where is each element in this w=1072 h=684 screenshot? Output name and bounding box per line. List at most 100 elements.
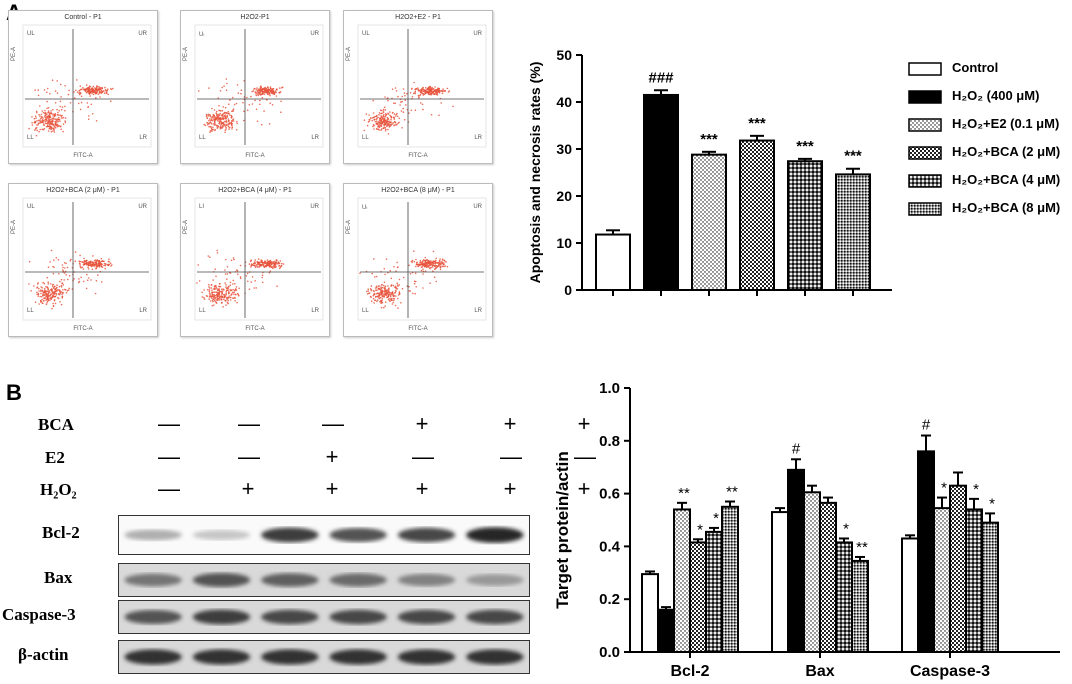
flow-event — [36, 287, 38, 289]
flow-event — [85, 261, 88, 263]
flow-event — [100, 260, 102, 263]
flow-event — [377, 126, 379, 128]
flow-event — [264, 265, 267, 267]
flow-event — [409, 92, 412, 94]
flow-event — [229, 281, 232, 284]
flow-event — [374, 120, 377, 123]
blot-band — [192, 530, 251, 540]
flow-event — [240, 92, 242, 95]
flow-event — [64, 272, 66, 274]
flow-event — [88, 264, 91, 266]
flow-event — [223, 112, 226, 114]
flow-event — [427, 91, 429, 93]
flow-event — [383, 125, 385, 127]
flow-event — [87, 86, 89, 89]
flow-event — [440, 90, 442, 92]
blot-strip — [118, 640, 530, 674]
flow-event — [223, 293, 226, 296]
y-tick-label: 0.4 — [599, 538, 621, 555]
flow-event — [91, 92, 93, 94]
flow-event — [359, 272, 361, 274]
flow-event — [397, 297, 399, 300]
flow-event — [228, 292, 230, 295]
flow-event — [428, 262, 430, 265]
flow-event — [43, 290, 46, 293]
flow-event — [245, 275, 248, 277]
flow-event — [53, 285, 56, 288]
flow-event — [56, 125, 59, 128]
flow-event — [41, 121, 44, 124]
flow-event — [398, 121, 400, 124]
flow-event — [43, 89, 46, 91]
flow-event — [56, 286, 58, 289]
flow-event — [277, 261, 280, 263]
flow-event — [89, 261, 91, 263]
flow-event — [378, 113, 380, 116]
flow-event — [54, 120, 56, 123]
flow-event — [385, 128, 387, 131]
flow-event — [278, 264, 281, 267]
flow-event — [95, 120, 98, 122]
flow-event — [221, 301, 223, 304]
flow-event — [253, 287, 255, 289]
flow-event — [251, 276, 254, 278]
significance-label: # — [662, 608, 671, 625]
blot-label: Bcl-2 — [42, 523, 80, 542]
flow-event — [263, 89, 266, 91]
flow-event — [47, 290, 50, 292]
flow-event — [79, 263, 81, 265]
quadrant-ul-label: UL — [27, 204, 35, 210]
flow-event — [225, 287, 228, 290]
flow-event — [388, 123, 390, 126]
blot-label: β-actin — [18, 645, 69, 664]
flow-event — [257, 258, 260, 260]
flow-event — [45, 290, 47, 293]
flow-event — [94, 292, 97, 295]
flow-event — [228, 285, 230, 288]
flow-event — [198, 280, 201, 282]
flow-event — [218, 288, 220, 290]
flow-event — [433, 276, 436, 278]
flow-event — [37, 94, 40, 97]
flow-event — [426, 265, 429, 268]
flow-event — [272, 87, 275, 90]
flow-event — [422, 94, 425, 96]
flow-event — [59, 83, 62, 86]
treatment-sign: + — [503, 411, 517, 436]
flow-event — [228, 103, 230, 105]
flow-event — [36, 124, 38, 126]
flow-event — [233, 291, 235, 294]
flow-event — [224, 125, 227, 127]
flow-event — [49, 122, 52, 125]
flow-event — [224, 273, 227, 275]
flow-event — [255, 94, 258, 97]
flow-event — [92, 263, 95, 266]
flow-event — [254, 91, 256, 93]
bar — [691, 153, 727, 291]
flow-event — [256, 120, 259, 122]
flow-event — [222, 118, 225, 120]
flow-event — [384, 120, 387, 122]
flow-event — [396, 115, 399, 118]
flow-event — [58, 109, 60, 112]
flow-event — [431, 86, 433, 89]
flow-event — [225, 128, 227, 130]
significance-label: ** — [726, 484, 738, 501]
flow-plot: H2O2+E2 - P1 UL UR LL LR FITC-A PE-A — [343, 10, 493, 164]
flow-event — [261, 274, 264, 276]
flow-event — [225, 78, 228, 80]
flow-event — [226, 114, 228, 117]
flow-event — [52, 115, 54, 117]
flow-event — [234, 289, 236, 292]
flow-event — [410, 88, 413, 90]
flow-event — [60, 286, 63, 288]
flow-event — [52, 127, 54, 130]
flow-event — [212, 117, 215, 119]
flow-event — [46, 87, 49, 90]
flow-event — [374, 276, 376, 278]
flow-event — [79, 260, 82, 263]
flow-event — [444, 265, 447, 267]
flow-event — [394, 295, 397, 297]
significance-label: *** — [700, 131, 718, 148]
flow-event — [103, 264, 105, 267]
